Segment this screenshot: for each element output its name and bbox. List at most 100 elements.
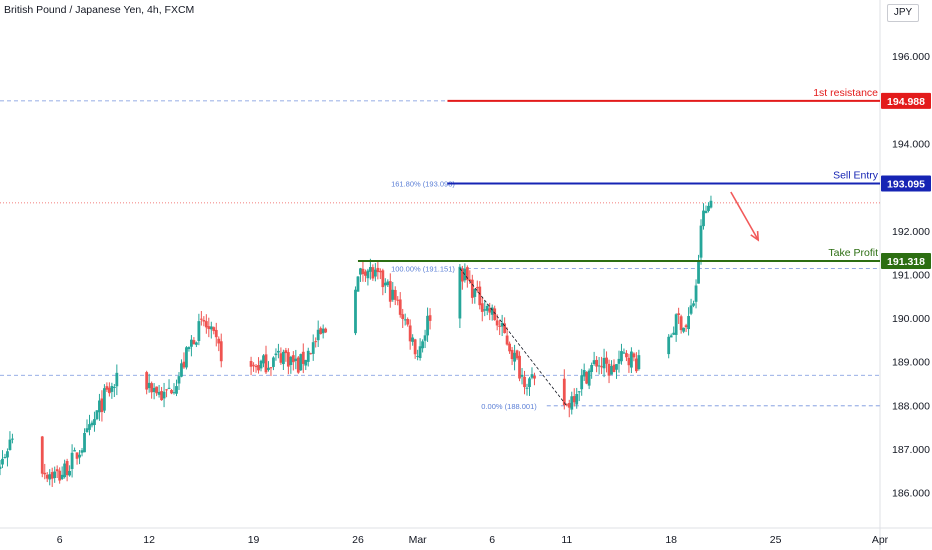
candle-body: [65, 460, 69, 476]
candle-body: [503, 323, 507, 334]
candle-body: [252, 364, 255, 366]
candle-body: [145, 372, 149, 390]
candle-body: [513, 352, 516, 362]
x-tick-label: Mar: [409, 534, 428, 546]
price-badge: [881, 253, 931, 270]
candle-body: [219, 341, 223, 362]
y-tick-label: 187.000: [892, 444, 930, 456]
candle-body: [209, 326, 213, 330]
candle-body: [182, 361, 186, 368]
price-badge-label: 193.095: [887, 178, 925, 190]
candle-body: [500, 322, 504, 327]
candle-body: [679, 316, 683, 331]
x-tick-label: 6: [489, 534, 495, 546]
candle-body: [498, 325, 502, 327]
candle-body: [475, 287, 479, 289]
y-tick-label: 188.000: [892, 400, 930, 412]
candle-body: [416, 355, 420, 357]
candle-body: [669, 335, 673, 338]
candle-body: [207, 326, 211, 330]
candle-body: [50, 472, 54, 479]
candle-body: [115, 372, 119, 387]
candle-body: [43, 472, 47, 475]
candle-body: [373, 269, 377, 277]
candle-body: [286, 352, 290, 367]
candle-body: [368, 267, 372, 272]
candle-body: [73, 450, 76, 452]
candle-body: [393, 289, 397, 300]
candle-body: [528, 378, 531, 388]
candle-body: [597, 365, 601, 367]
x-tick-label: 19: [248, 534, 260, 546]
candle-body: [110, 385, 114, 392]
candle-body: [694, 285, 698, 302]
candle-body: [294, 358, 298, 361]
candle-body: [587, 370, 591, 386]
x-tick-label: 18: [665, 534, 677, 546]
candle-body: [505, 335, 509, 345]
candle-body: [702, 210, 705, 227]
candle-body: [180, 363, 183, 377]
candle-body: [192, 340, 196, 345]
candle-body: [157, 391, 161, 395]
candle-body: [254, 365, 258, 368]
candle-body: [707, 205, 710, 211]
candle-body: [197, 321, 201, 341]
candle-body: [674, 314, 678, 335]
x-tick-label: Apr: [872, 534, 889, 546]
candle-body: [190, 339, 193, 347]
candle-body: [371, 267, 375, 279]
x-tick-label: 6: [57, 534, 63, 546]
candle-body: [98, 400, 101, 413]
candle-body: [480, 303, 484, 312]
candle-body: [311, 342, 315, 354]
candle-body: [421, 341, 424, 349]
candle-body: [470, 279, 474, 298]
y-tick-label: 186.000: [892, 488, 930, 500]
x-tick-label: 11: [561, 534, 572, 546]
candle-body: [167, 387, 171, 389]
price-badge-label: 194.988: [887, 96, 925, 108]
candle-body: [704, 210, 708, 214]
candle-body: [381, 270, 385, 288]
candle-body: [165, 389, 168, 391]
candle-body: [319, 328, 323, 334]
candle-body: [570, 396, 574, 410]
candle-body: [361, 268, 365, 275]
candle-body: [314, 341, 318, 343]
candle-body: [177, 376, 181, 384]
candle-body: [478, 286, 482, 306]
currency-unit-button[interactable]: JPY: [887, 4, 919, 22]
candle-body: [63, 463, 67, 478]
candle-body: [687, 316, 690, 330]
candle-body: [40, 436, 44, 474]
candle-body: [175, 386, 178, 394]
candle-body: [572, 396, 576, 403]
candle-body: [8, 439, 12, 451]
candle-body: [0, 466, 2, 469]
candle-body: [401, 314, 405, 320]
candle-body: [590, 364, 594, 372]
candle-body: [356, 276, 360, 292]
candle-body: [378, 271, 382, 273]
candle-body: [391, 289, 395, 300]
candle-body: [68, 470, 72, 476]
candle-body: [682, 327, 686, 332]
candle-body: [354, 289, 357, 334]
candle-body: [70, 452, 74, 469]
candle-body: [112, 386, 116, 388]
candle-body: [262, 355, 265, 364]
candle-body: [3, 457, 7, 459]
candle-body: [194, 342, 198, 345]
candle-body: [406, 319, 410, 325]
trend-arrow: [730, 191, 759, 241]
candle-body: [259, 360, 263, 369]
candle-body: [214, 329, 218, 338]
candle-body: [490, 307, 494, 315]
candle-body: [515, 350, 519, 359]
candle-body: [309, 353, 313, 355]
candle-body: [677, 313, 681, 315]
candle-body: [105, 386, 109, 390]
